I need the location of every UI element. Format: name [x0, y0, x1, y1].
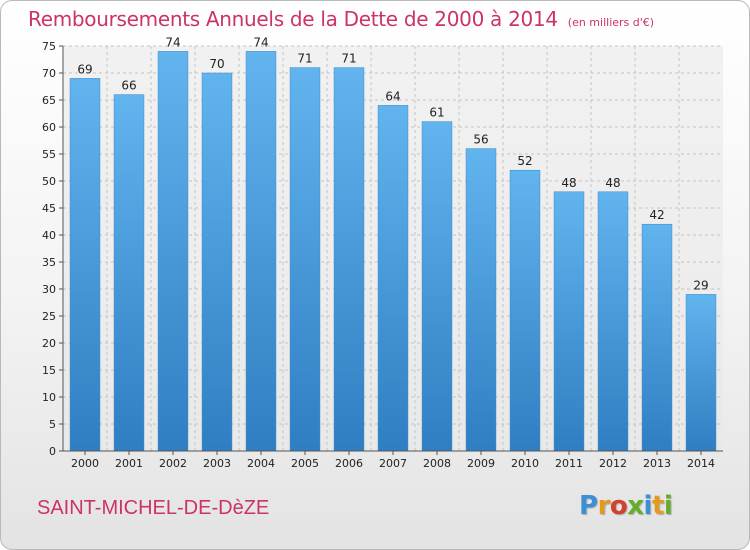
bar-value-label: 48 [605, 176, 620, 190]
y-tick-label: 20 [42, 337, 56, 350]
bar-value-label: 52 [517, 154, 532, 168]
x-tick-label: 2011 [555, 457, 583, 470]
bar-2013 [641, 223, 673, 452]
x-tick-label: 2006 [335, 457, 363, 470]
y-tick-label: 0 [49, 445, 56, 458]
x-tick-label: 2009 [467, 457, 495, 470]
y-tick-label: 40 [42, 229, 56, 242]
y-tick-label: 60 [42, 121, 56, 134]
bar-2003 [201, 72, 233, 452]
bar-2005 [289, 67, 321, 452]
logo-letter: t [651, 491, 664, 521]
bar-value-label: 64 [385, 89, 400, 103]
bar-2014 [685, 294, 717, 452]
y-tick-label: 35 [42, 256, 56, 269]
y-tick-label: 25 [42, 310, 56, 323]
bar-2007 [377, 105, 409, 452]
axes: 0 5 10 15 20 25 30 35 40 45 50 55 60 65 70 75 2000 2001 20… [42, 40, 723, 470]
y-tick-label: 75 [42, 40, 56, 53]
bar-2008 [421, 121, 453, 452]
bar-value-label: 48 [561, 176, 576, 190]
y-tick-label: 45 [42, 202, 56, 215]
y-tick-label: 65 [42, 94, 56, 107]
y-tick-label: 5 [49, 418, 56, 431]
bar-value-label: 74 [165, 35, 180, 49]
x-tick-label: 2013 [643, 457, 671, 470]
y-tick-label: 50 [42, 175, 56, 188]
y-tick-label: 55 [42, 148, 56, 161]
y-tick-label: 15 [42, 364, 56, 377]
chart-title: Remboursements Annuels de la Dette de 20… [28, 7, 654, 31]
x-tick-label: 2014 [687, 457, 715, 470]
proxiti-logo: Proxiti [579, 491, 673, 521]
bar-2010 [509, 169, 541, 452]
bars: 69 66 74 70 74 71 71 64 61 56 52 48 48 42 29 [69, 35, 717, 452]
x-tick-label: 2000 [71, 457, 99, 470]
bar-value-label: 61 [429, 106, 444, 120]
x-tick-label: 2012 [599, 457, 627, 470]
bar-2004 [245, 51, 277, 452]
bar-value-label: 69 [77, 62, 92, 76]
bar-value-label: 74 [253, 35, 268, 49]
bar-value-label: 70 [209, 57, 224, 71]
x-tick-label: 2007 [379, 457, 407, 470]
x-tick-label: 2001 [115, 457, 143, 470]
logo-letter: i [643, 491, 653, 521]
bar-2011 [553, 191, 585, 452]
y-tick-label: 30 [42, 283, 56, 296]
y-tick-label: 10 [42, 391, 56, 404]
bar-value-label: 71 [341, 52, 356, 66]
x-tick-label: 2002 [159, 457, 187, 470]
bar-2002 [157, 51, 189, 452]
bar-2006 [333, 67, 365, 452]
chart-unit: (en milliers d'€) [567, 16, 655, 29]
bar-2000 [69, 78, 101, 452]
bar-value-label: 56 [473, 133, 488, 147]
bar-value-label: 29 [693, 278, 708, 292]
logo-letter: r [597, 491, 611, 521]
chart-title-text: Remboursements Annuels de la Dette de 20… [28, 7, 558, 31]
place-name: SAINT-MICHEL-DE-DèZE [37, 497, 270, 519]
bar-2001 [113, 94, 145, 452]
x-tick-label: 2003 [203, 457, 231, 470]
logo-letter: i [663, 491, 673, 521]
logo-letter: x [627, 491, 644, 521]
logo-letter: P [579, 491, 598, 521]
x-tick-label: 2010 [511, 457, 539, 470]
x-tick-label: 2008 [423, 457, 451, 470]
x-tick-label: 2005 [291, 457, 319, 470]
bar-value-label: 42 [649, 208, 664, 222]
bar-value-label: 71 [297, 52, 312, 66]
bar-2009 [465, 148, 497, 452]
bar-2012 [597, 191, 629, 452]
bar-value-label: 66 [121, 79, 136, 93]
x-tick-label: 2004 [247, 457, 275, 470]
logo-letter: o [609, 491, 628, 521]
y-tick-label: 70 [42, 67, 56, 80]
